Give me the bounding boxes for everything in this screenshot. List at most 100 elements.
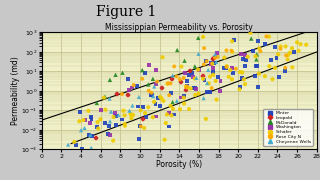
McDonald: [249, 37, 254, 40]
Minter: [216, 76, 221, 79]
Washington: [238, 52, 244, 55]
Schafer: [207, 75, 212, 78]
Washington: [242, 54, 247, 57]
Leopold: [211, 58, 216, 61]
Rose City N: [131, 84, 136, 86]
Minter: [135, 105, 140, 108]
Schafer: [278, 45, 283, 48]
Cheyenne Wells: [108, 120, 113, 123]
Rose City N: [174, 75, 179, 78]
Schafer: [169, 114, 174, 117]
Schafer: [290, 66, 295, 69]
Schafer: [183, 85, 188, 88]
McDonald: [192, 65, 197, 68]
Cheyenne Wells: [136, 96, 141, 98]
Schafer: [298, 43, 303, 46]
Rose City N: [264, 35, 269, 38]
Schafer: [162, 138, 167, 141]
Schafer: [285, 28, 290, 31]
Minter: [202, 78, 207, 81]
Minter: [153, 103, 158, 105]
Rose City N: [229, 49, 234, 52]
Schafer: [181, 96, 186, 99]
Cheyenne Wells: [79, 149, 84, 152]
Schafer: [237, 88, 242, 91]
Rose City N: [184, 85, 189, 88]
Schafer: [262, 75, 268, 78]
Schafer: [181, 102, 187, 105]
Rose City N: [202, 47, 207, 50]
Washington: [210, 67, 215, 69]
Minter: [119, 118, 124, 121]
Rose City N: [258, 50, 263, 53]
Minter: [204, 91, 210, 94]
Minter: [274, 57, 279, 60]
Schafer: [164, 113, 170, 116]
Minter: [167, 125, 172, 128]
Schafer: [203, 118, 208, 120]
Schafer: [151, 100, 156, 103]
Schafer: [146, 106, 151, 109]
Rose City N: [149, 91, 154, 94]
Washington: [229, 66, 235, 69]
Washington: [126, 88, 132, 91]
Schafer: [288, 8, 293, 11]
Minter: [230, 72, 235, 75]
Minter: [262, 42, 267, 45]
Cheyenne Wells: [212, 53, 218, 56]
Schafer: [82, 153, 87, 156]
Schafer: [224, 65, 229, 68]
Minter: [106, 133, 111, 136]
Schafer: [187, 108, 192, 111]
Schafer: [138, 109, 143, 112]
Leopold: [179, 80, 184, 83]
Minter: [89, 115, 94, 118]
Cheyenne Wells: [89, 146, 94, 149]
Leopold: [160, 87, 165, 90]
Minter: [204, 60, 209, 63]
Schafer: [229, 78, 235, 81]
Rose City N: [224, 66, 229, 68]
Rose City N: [155, 80, 160, 83]
Leopold: [169, 78, 174, 81]
Minter: [223, 67, 228, 70]
Minter: [79, 147, 84, 150]
Washington: [154, 68, 159, 71]
Leopold: [212, 56, 217, 59]
Minter: [243, 64, 248, 67]
Minter: [292, 50, 297, 53]
Schafer: [229, 40, 235, 43]
Schafer: [243, 83, 248, 86]
Rose City N: [204, 60, 209, 63]
Minter: [77, 110, 83, 113]
Schafer: [228, 69, 233, 71]
Schafer: [248, 31, 253, 34]
Washington: [183, 71, 188, 74]
Minter: [184, 79, 189, 82]
Minter: [181, 95, 186, 98]
Minter: [212, 61, 217, 64]
Washington: [88, 122, 93, 125]
Rose City N: [212, 56, 218, 59]
McDonald: [254, 58, 259, 61]
Minter: [138, 125, 143, 128]
Minter: [210, 70, 215, 73]
Minter: [125, 78, 131, 80]
Minter: [141, 106, 146, 109]
Cheyenne Wells: [170, 74, 175, 77]
Washington: [154, 82, 159, 85]
Minter: [69, 160, 75, 163]
Minter: [94, 125, 100, 128]
Schafer: [213, 80, 218, 82]
Minter: [73, 144, 78, 147]
Minter: [207, 90, 212, 93]
Minter: [168, 92, 173, 95]
Schafer: [193, 94, 198, 96]
Schafer: [276, 53, 281, 56]
Schafer: [211, 73, 216, 76]
Schafer: [287, 25, 292, 28]
Minter: [103, 121, 108, 124]
Cheyenne Wells: [214, 61, 219, 64]
Schafer: [304, 43, 309, 46]
Minter: [142, 71, 147, 74]
